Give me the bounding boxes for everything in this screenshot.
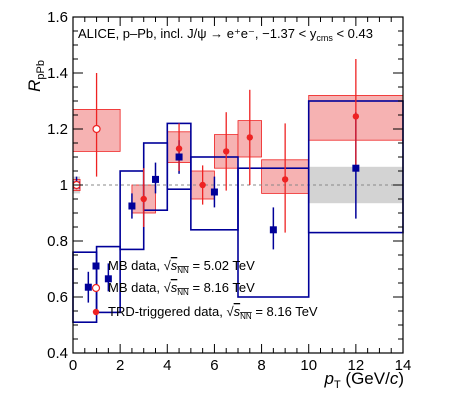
x-tick-label-6: 12 <box>348 357 365 374</box>
marker-mb502-5 <box>175 153 183 161</box>
marker-mb502-2 <box>104 275 112 283</box>
marker-trd-6 <box>352 113 360 120</box>
x-tick-label-0: 0 <box>69 357 77 374</box>
x-tick-label-1: 2 <box>116 357 124 374</box>
marker-trd-4 <box>246 134 253 141</box>
data-markers <box>72 113 360 291</box>
legend-label-2: TRD-triggered data, √sNN = 8.16 TeV <box>108 304 318 321</box>
marker-mb502-4 <box>152 175 159 183</box>
marker-mb502-3 <box>128 202 136 210</box>
y-tick-label-5: 1.4 <box>47 65 68 82</box>
x-tick-label-3: 6 <box>210 357 218 374</box>
y-tick-label-0: 0.4 <box>47 345 68 362</box>
marker-trd-2 <box>199 181 206 189</box>
legend-label-1: MB data, √sNN = 8.16 TeV <box>108 280 255 297</box>
x-axis-title: pT (GeV/c) <box>324 369 405 391</box>
marker-mb502-1 <box>84 283 92 291</box>
legend-marker-mb502 <box>92 262 100 270</box>
legend-label-0: MB data, √sNN = 5.02 TeV <box>108 258 255 275</box>
y-tick-label-4: 1.2 <box>47 121 68 138</box>
legend-marker-mb816 <box>91 283 101 293</box>
marker-mb502-8 <box>352 164 360 172</box>
y-tick-label-3: 1 <box>60 177 68 194</box>
marker-mb502-7 <box>269 226 277 234</box>
marker-trd-1 <box>175 145 183 152</box>
legend: MB data, √sNN = 5.02 TeV MB data, √sNN = … <box>91 258 318 321</box>
marker-trd-0 <box>140 195 147 203</box>
syst-box-mb502-2 <box>95 245 121 314</box>
y-tick-label-6: 1.6 <box>47 9 68 26</box>
x-tick-label-4: 8 <box>257 357 265 374</box>
legend-marker-trd <box>92 308 100 316</box>
y-axis-title: RpPb <box>25 60 47 92</box>
x-tick-label-7: 14 <box>395 357 412 374</box>
x-tick-label-5: 10 <box>300 357 317 374</box>
chart-header: ALICE, p–Pb, incl. J/ψ → e⁺e⁻, −1.37 < y… <box>78 26 373 43</box>
axis-tick-labels: 0 2 4 6 8 10 12 14 0.4 0.6 0.8 1 1.2 1.4 1.6 <box>47 9 411 374</box>
y-tick-label-1: 0.6 <box>47 289 68 306</box>
marker-trd-3 <box>223 148 230 155</box>
marker-mb502-6 <box>210 188 218 196</box>
marker-mb816-1 <box>92 124 101 134</box>
marker-trd-5 <box>281 176 289 183</box>
axis-ticks <box>72 16 404 354</box>
x-tick-label-2: 4 <box>163 357 171 374</box>
y-tick-label-2: 0.8 <box>47 233 68 250</box>
